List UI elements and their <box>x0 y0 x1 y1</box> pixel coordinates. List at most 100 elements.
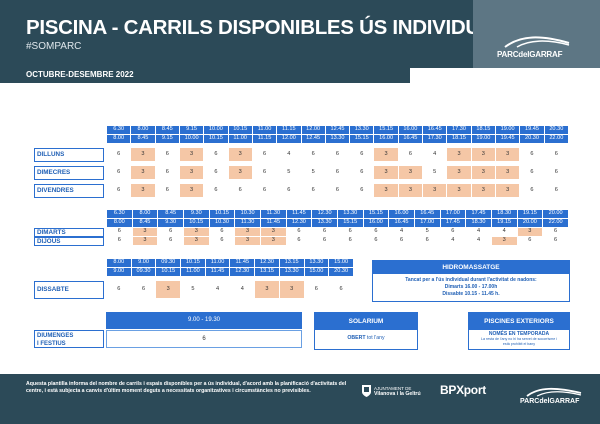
time-start: 17.45 <box>465 209 492 219</box>
lane-count: 6 <box>300 183 326 198</box>
time-start: 8.45 <box>157 209 184 219</box>
solarium-title: SOLARIUM <box>315 313 417 330</box>
schedule-table-saturday: 8.00 9.00 09.30 10.15 11.00 11.45 12.30 13.15 13… <box>106 258 354 299</box>
time-end: 16.00 <box>362 218 390 228</box>
lane-count: 6 <box>519 183 545 198</box>
time-end: 15.15 <box>349 134 375 144</box>
sunday-value: 6 <box>106 330 302 348</box>
lane-count: 6 <box>203 165 229 180</box>
lane-count: 6 <box>543 165 570 180</box>
lane-count: 4 <box>204 280 231 299</box>
time-end: 12.30 <box>229 267 256 277</box>
time-end: 9.00 <box>106 267 132 277</box>
lane-count: 3 <box>178 147 205 162</box>
lane-count: 6 <box>328 280 354 299</box>
time-end: 13.15 <box>254 267 280 277</box>
time-end: 8.00 <box>106 218 133 228</box>
lane-count: 3 <box>131 236 159 246</box>
lane-count: 3 <box>397 183 424 198</box>
lane-count: 6 <box>154 165 180 180</box>
lane-count: 3 <box>490 236 518 246</box>
day-label: DISSABTE <box>34 280 104 299</box>
time-start: 9.30 <box>182 209 210 219</box>
time-end: 11.15 <box>251 134 278 144</box>
lane-count: 6 <box>542 227 569 237</box>
lane-count: 6 <box>324 147 351 162</box>
period-label: OCTUBRE-DESEMBRE 2022 <box>26 70 134 79</box>
time-start: 19.15 <box>516 209 544 219</box>
time-end: 8.00 <box>105 134 132 144</box>
time-start: 11.45 <box>285 209 313 219</box>
lane-count: 5 <box>413 227 441 237</box>
time-start: 12.00 <box>300 125 326 135</box>
time-end: 18.30 <box>465 218 492 228</box>
time-start: 8.00 <box>106 258 132 268</box>
time-start: 20.00 <box>542 209 569 219</box>
lane-count: 3 <box>494 183 521 198</box>
lane-count: 3 <box>278 280 305 299</box>
time-start: 15.15 <box>362 209 390 219</box>
time-start: 13.30 <box>303 258 330 268</box>
lane-count: 3 <box>516 227 544 237</box>
lane-count: 4 <box>465 227 492 237</box>
lane-count: 6 <box>324 183 351 198</box>
lane-count: 4 <box>465 236 492 246</box>
parc-logo-icon <box>504 36 570 48</box>
exteriors-line3: està prohibit el bany <box>502 341 536 346</box>
lane-count: 6 <box>516 236 544 246</box>
lane-count: 6 <box>439 227 467 237</box>
time-end: 10.15 <box>182 218 210 228</box>
lane-count: 6 <box>543 147 570 162</box>
time-end: 20.00 <box>516 218 544 228</box>
lane-count: 4 <box>439 236 467 246</box>
lane-count: 5 <box>276 165 302 180</box>
time-start: 16.00 <box>388 209 415 219</box>
lane-count: 6 <box>106 280 132 299</box>
lane-count: 6 <box>300 147 326 162</box>
time-end: 15.15 <box>336 218 364 228</box>
time-start: 10.15 <box>227 125 253 135</box>
lane-count: 5 <box>180 280 206 299</box>
logo-panel <box>473 0 600 68</box>
time-end: 19.00 <box>470 134 497 144</box>
footer-band <box>0 374 600 424</box>
lane-count: 3 <box>178 183 205 198</box>
time-end: 10.00 <box>178 134 205 144</box>
lane-count: 6 <box>285 227 313 237</box>
page-title: PISCINA - CARRILS DISPONIBLES ÚS INDIVID… <box>26 16 507 39</box>
lane-count: 3 <box>470 183 497 198</box>
time-start: 12.30 <box>311 209 338 219</box>
lane-count: 6 <box>388 236 415 246</box>
hidromassatge-box: HIDROMASSATGE Tancat per a l'ús individu… <box>372 260 570 302</box>
lane-count: 6 <box>208 227 236 237</box>
time-start: 16.45 <box>422 125 448 135</box>
exteriors-line2: La resta de l'any no hi ha servei de soc… <box>481 337 557 342</box>
day-label: DIMECRES <box>34 165 104 180</box>
lane-count: 6 <box>154 183 180 198</box>
time-end: 17.30 <box>422 134 448 144</box>
time-start: 16.45 <box>413 209 441 219</box>
time-start: 11.00 <box>204 258 231 268</box>
lane-count: 6 <box>303 280 330 299</box>
lane-count: 3 <box>494 165 521 180</box>
lane-count: 6 <box>105 183 132 198</box>
lane-count: 3 <box>470 165 497 180</box>
hidromassatge-line3: Dissabte 10.15 - 11.45 h. <box>442 290 500 297</box>
time-start: 8.00 <box>131 209 159 219</box>
day-label: DIMARTS <box>34 227 104 237</box>
lane-count: 6 <box>227 183 253 198</box>
lane-count: 6 <box>157 227 184 237</box>
time-end: 11.45 <box>204 267 231 277</box>
time-end: 16.45 <box>397 134 424 144</box>
time-start: 6.30 <box>106 209 133 219</box>
hidromassatge-line2: Dimarts 16.00 - 17.00h <box>444 283 498 290</box>
time-start: 11.45 <box>229 258 256 268</box>
time-end: 9.30 <box>157 218 184 228</box>
ajuntament-logo: AJUNTAMENT DE Vilanova i la Geltrú <box>374 386 421 398</box>
lane-count: 3 <box>446 165 472 180</box>
lane-count: 6 <box>324 165 351 180</box>
lane-count: 3 <box>182 236 210 246</box>
lane-count: 6 <box>349 183 375 198</box>
time-end: 22.00 <box>543 134 570 144</box>
day-label: DIJOUS <box>34 236 104 246</box>
